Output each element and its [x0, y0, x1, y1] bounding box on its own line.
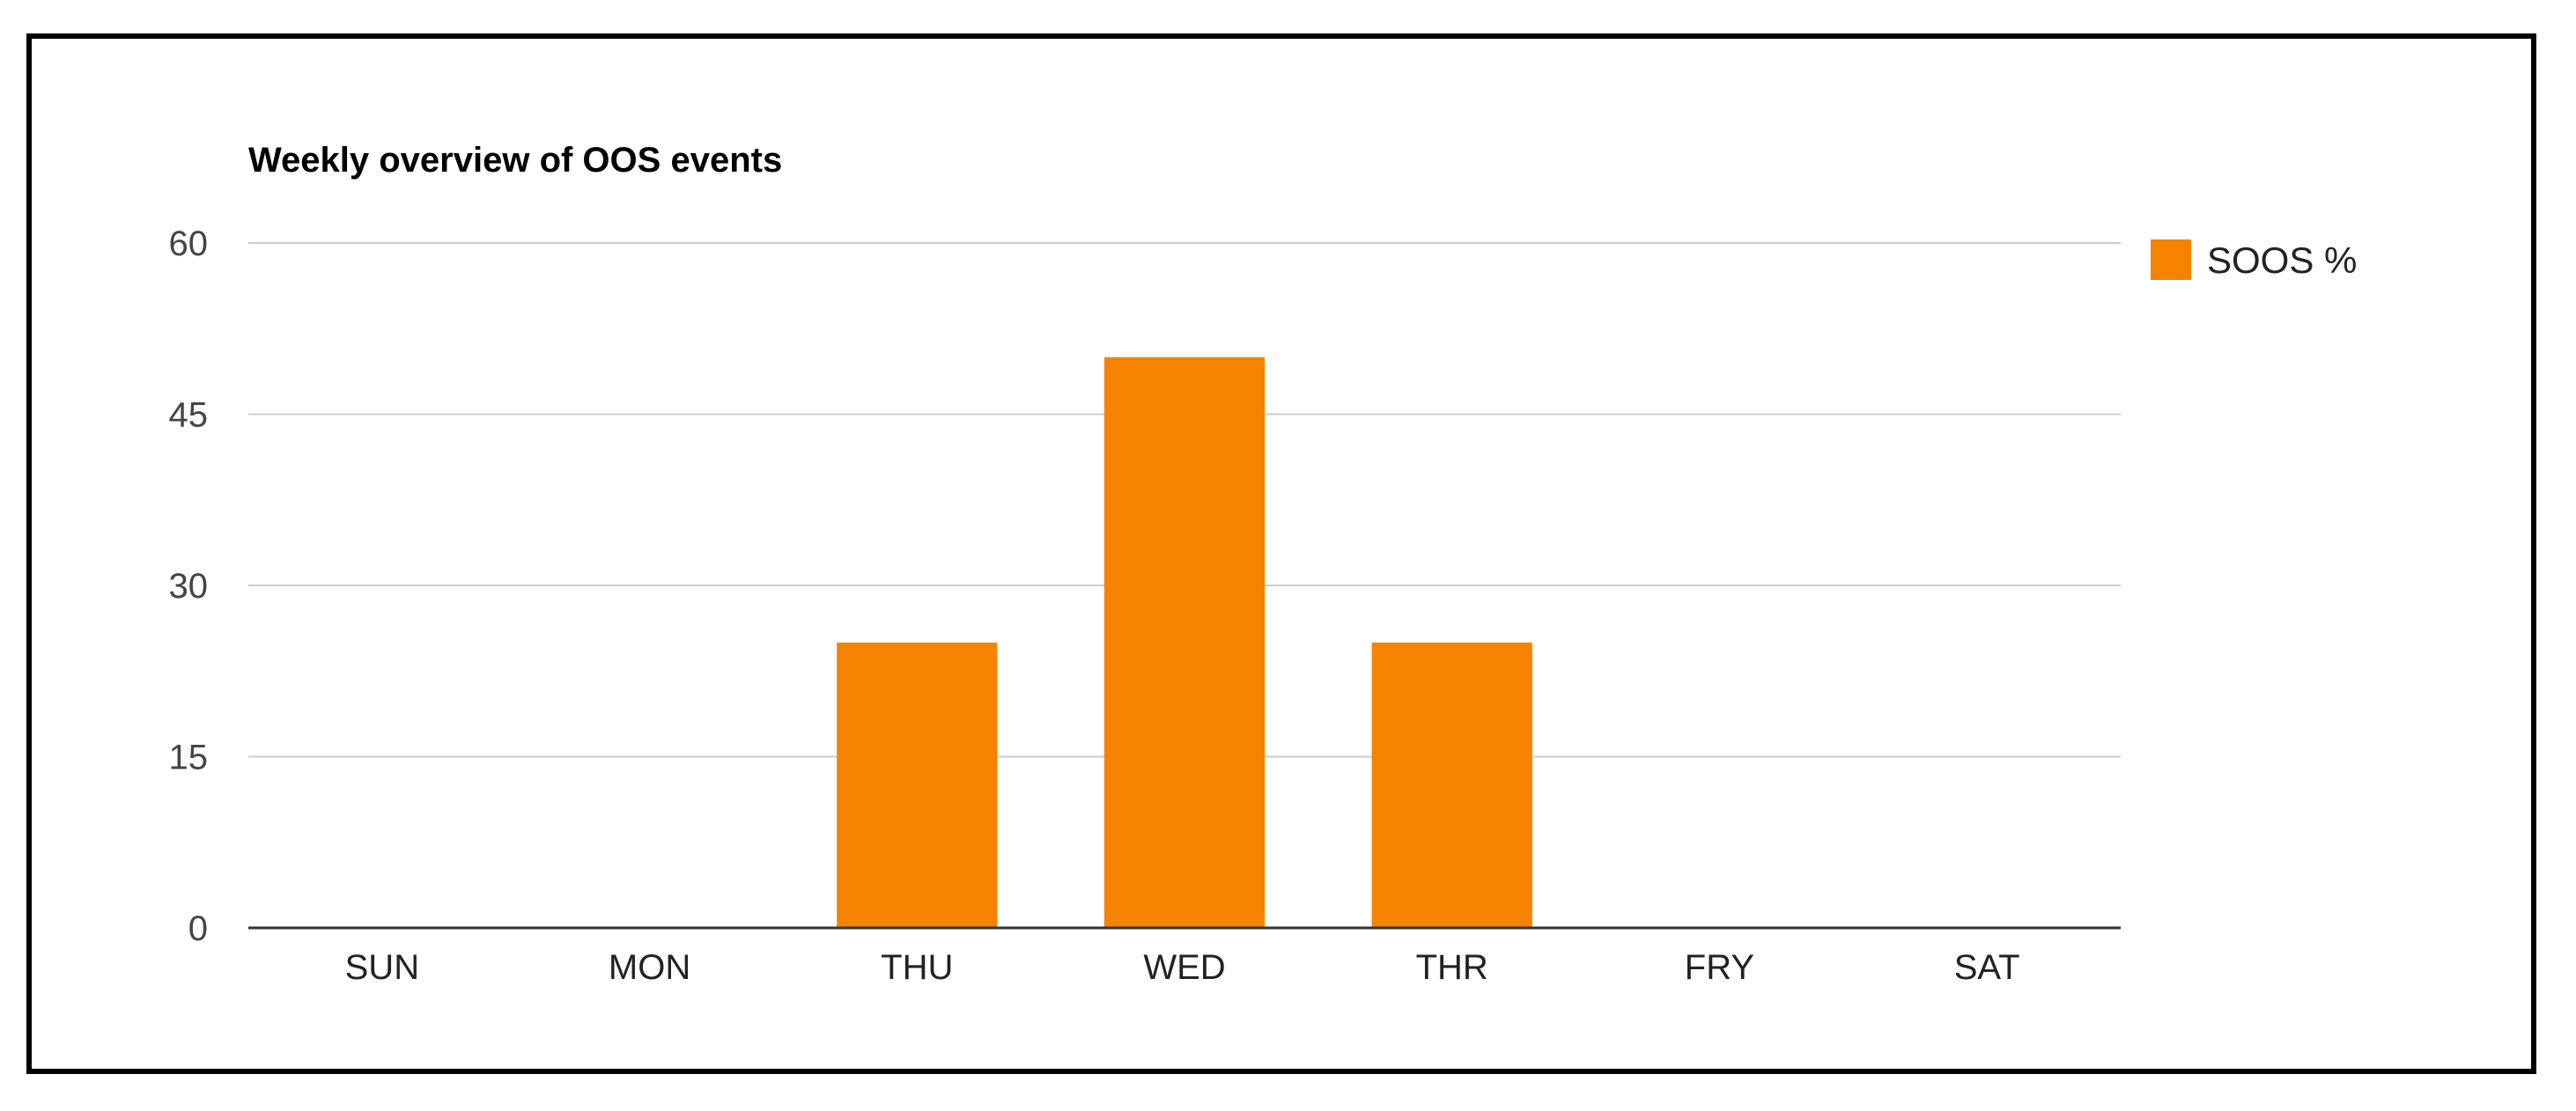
x-category-label: SAT: [1954, 948, 2020, 987]
legend-swatch-soos: [2151, 239, 2191, 280]
x-axis-categories: SUN MON THU WED THR FRY SAT: [345, 948, 2020, 987]
x-category-label: THU: [881, 948, 953, 987]
y-tick-label: 0: [188, 909, 208, 948]
chart-title: Weekly overview of OOS events: [248, 141, 782, 180]
bars: [837, 357, 1532, 929]
x-category-label: THR: [1416, 948, 1488, 987]
y-tick-label: 15: [169, 739, 209, 777]
legend-label-soos: SOOS %: [2207, 239, 2357, 281]
y-tick-label: 30: [169, 567, 209, 606]
bar-wed: [1103, 357, 1266, 929]
y-tick-label: 60: [169, 224, 209, 263]
x-category-label: MON: [609, 948, 690, 987]
chart-frame: [26, 33, 2536, 1074]
x-category-label: WED: [1143, 948, 1225, 987]
bar-thr: [1371, 642, 1532, 928]
x-category-label: FRY: [1685, 948, 1754, 987]
bar-thu: [837, 642, 998, 928]
x-category-label: SUN: [345, 948, 419, 987]
y-axis-ticks: 0 15 30 45 60: [169, 224, 209, 948]
y-tick-label: 45: [169, 396, 209, 435]
legend: SOOS %: [2151, 239, 2357, 281]
